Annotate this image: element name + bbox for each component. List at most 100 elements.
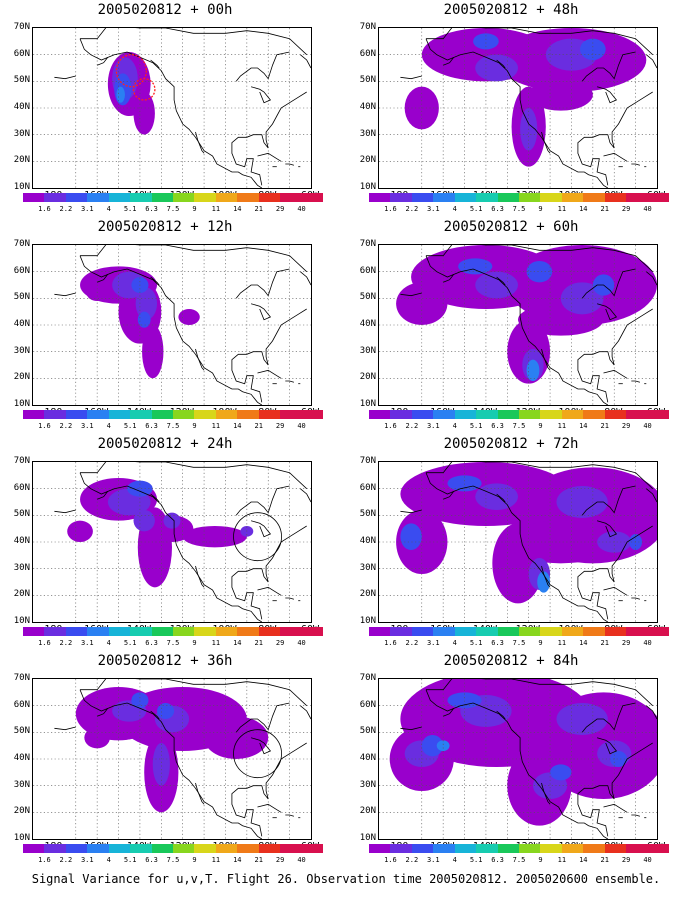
colorbar-swatch <box>44 844 66 853</box>
colorbar-level-label: 7.5 <box>512 639 526 647</box>
map-panel: 2005020812 + 24h70N60N50N40N30N20N10N180… <box>0 434 330 649</box>
colorbar-swatch <box>301 193 323 202</box>
variance-contour <box>67 520 93 542</box>
coastline <box>541 131 551 154</box>
latitude-label: 30N <box>13 345 30 356</box>
colorbar-level-label: 21 <box>254 205 263 213</box>
colorbar-level-label: 40 <box>297 639 306 647</box>
colorbar-level-label: 1.6 <box>38 205 51 213</box>
latitude-label: 60N <box>13 482 30 493</box>
coastline <box>400 292 422 297</box>
latitude-label: 30N <box>359 128 376 139</box>
coastline <box>443 57 455 66</box>
latitude-label: 50N <box>359 509 376 520</box>
colorbar-swatch <box>540 627 562 636</box>
colorbar-level-label: 7.5 <box>166 639 180 647</box>
coastline <box>496 59 506 69</box>
colorbar-level-label: 9 <box>192 639 197 647</box>
colorbar-swatch <box>476 844 498 853</box>
latitude-label: 30N <box>13 562 30 573</box>
variance-contour <box>152 743 170 786</box>
colorbar-level-label: 14 <box>579 205 588 213</box>
colorbar-swatch <box>583 410 605 419</box>
colorbar-swatch <box>497 627 519 636</box>
colorbar-level-label: 6.3 <box>491 422 504 430</box>
latitude-label: 60N <box>13 48 30 59</box>
colorbar-level-label: 1.6 <box>384 205 397 213</box>
latitude-label: 10N <box>359 399 376 409</box>
coastline <box>150 276 160 286</box>
coastline <box>54 292 76 297</box>
coastline <box>577 742 653 837</box>
latitude-label: 10N <box>13 399 30 409</box>
colorbar-level-label: 2.2 <box>59 422 73 430</box>
variance-contour <box>550 764 572 781</box>
colorbar-level-label: 5.1 <box>123 856 137 864</box>
colorbar-level-label: 5.1 <box>123 422 137 430</box>
colorbar-labels: 1.6 2.2 3.1 4 5.1 6.3 7.5 9 11 14 21 29 40 <box>23 856 323 866</box>
panel-title: 2005020812 + 48h <box>443 2 579 18</box>
colorbar-labels: 1.6 2.2 3.1 4 5.1 6.3 7.5 9 11 14 21 29 40 <box>23 205 323 215</box>
colorbar-level-label: 40 <box>643 205 652 213</box>
colorbar-swatch <box>172 193 195 202</box>
variance-contour <box>580 38 606 60</box>
coastline <box>150 59 160 69</box>
colorbar-level-label: 4 <box>106 422 111 430</box>
colorbar-swatch <box>301 844 323 853</box>
latitude-label: 30N <box>359 562 376 573</box>
map-plot-area <box>32 461 312 623</box>
coastline <box>97 708 109 717</box>
colorbar-swatch <box>194 193 216 202</box>
variance-contour <box>133 510 155 532</box>
map-panel: 2005020812 + 36h70N60N50N40N30N20N10N180… <box>0 651 330 866</box>
latitude-label: 70N <box>13 456 30 466</box>
coastline <box>97 274 109 283</box>
colorbar-level-label: 14 <box>579 422 588 430</box>
colorbar-level-label: 11 <box>211 856 221 864</box>
colorbar-level-label: 11 <box>211 205 221 213</box>
colorbar-swatch <box>151 844 173 853</box>
colorbar-swatch <box>390 627 412 636</box>
colorbar-swatch <box>433 410 455 419</box>
colorbar-level-label: 29 <box>275 856 285 864</box>
colorbar-swatch <box>433 193 455 202</box>
variance-map <box>33 28 311 188</box>
colorbar-swatch <box>433 844 455 853</box>
colorbar-level-label: 21 <box>600 639 609 647</box>
coastline <box>631 163 641 166</box>
coastline <box>300 54 311 69</box>
colorbar <box>23 844 323 853</box>
colorbar-level-label: 40 <box>297 205 306 213</box>
coastline <box>631 380 641 383</box>
colorbar-level-label: 3.1 <box>426 856 440 864</box>
colorbar-level-label: 5.1 <box>469 205 483 213</box>
colorbar-level-label: 21 <box>254 422 263 430</box>
colorbar-swatch <box>87 410 109 419</box>
variance-contour <box>178 309 200 325</box>
coastline <box>400 726 422 731</box>
map-panel: 2005020812 + 12h70N60N50N40N30N20N10N180… <box>0 217 330 432</box>
coastline <box>577 525 653 620</box>
variance-contour <box>436 740 450 751</box>
latitude-label: 70N <box>359 673 376 683</box>
colorbar-swatch <box>108 627 131 636</box>
colorbar-swatch <box>194 627 216 636</box>
colorbar-swatch <box>65 410 88 419</box>
colorbar-level-label: 29 <box>275 205 285 213</box>
coastline <box>80 245 307 272</box>
latitude-label: 10N <box>13 182 30 192</box>
latitude-label: 50N <box>13 292 30 303</box>
coastline <box>646 705 657 720</box>
coastline <box>231 308 307 403</box>
colorbar-swatch <box>454 627 477 636</box>
latitude-label: 30N <box>359 779 376 790</box>
variance-contour <box>507 520 615 564</box>
coastline <box>646 488 657 503</box>
colorbar-swatch <box>108 193 131 202</box>
coastline <box>195 782 205 805</box>
figure-caption: Signal Variance for u,v,T. Flight 26. Ob… <box>31 872 661 886</box>
variance-map <box>33 462 311 622</box>
variance-contour <box>131 692 149 709</box>
colorbar-level-label: 7.5 <box>166 856 180 864</box>
colorbar-swatch <box>237 627 259 636</box>
